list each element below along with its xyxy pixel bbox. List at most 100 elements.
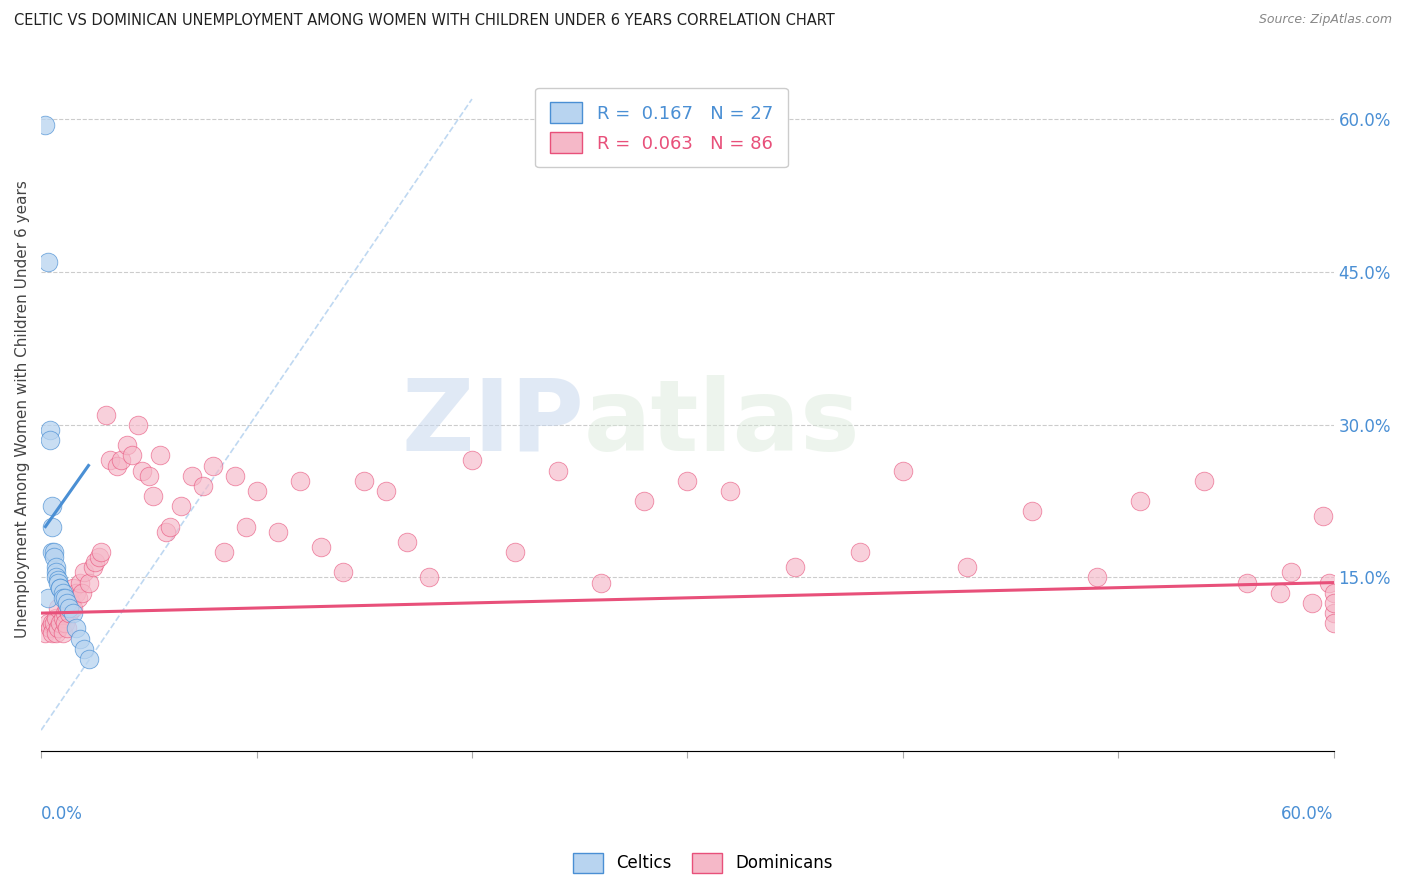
Point — [396, 534, 419, 549]
Point — [503, 545, 526, 559]
Point — [69, 575, 91, 590]
Point — [53, 616, 76, 631]
Point — [720, 483, 742, 498]
Point — [52, 591, 75, 605]
Point — [138, 468, 160, 483]
Point — [224, 468, 246, 483]
Point — [42, 616, 65, 631]
Point — [37, 591, 59, 605]
Point — [1279, 566, 1302, 580]
Point — [89, 550, 111, 565]
Point — [46, 601, 69, 615]
Point — [98, 453, 121, 467]
Point — [38, 621, 60, 635]
Point — [149, 448, 172, 462]
Point — [58, 591, 80, 605]
Legend: Celtics, Dominicans: Celtics, Dominicans — [567, 847, 839, 880]
Point — [105, 458, 128, 473]
Point — [591, 575, 613, 590]
Point — [45, 611, 67, 625]
Point — [461, 453, 484, 467]
Point — [131, 464, 153, 478]
Text: Source: ZipAtlas.com: Source: ZipAtlas.com — [1258, 13, 1392, 27]
Point — [159, 519, 181, 533]
Point — [191, 479, 214, 493]
Text: atlas: atlas — [583, 375, 860, 472]
Point — [374, 483, 396, 498]
Point — [142, 489, 165, 503]
Point — [77, 575, 100, 590]
Point — [1268, 586, 1291, 600]
Point — [38, 423, 60, 437]
Point — [45, 566, 67, 580]
Point — [34, 626, 56, 640]
Point — [49, 581, 72, 595]
Point — [245, 483, 267, 498]
Point — [235, 519, 257, 533]
Point — [41, 500, 63, 514]
Point — [956, 560, 979, 574]
Point — [45, 560, 67, 574]
Point — [94, 408, 117, 422]
Point — [62, 581, 84, 595]
Point — [42, 545, 65, 559]
Point — [58, 606, 80, 620]
Point — [62, 601, 84, 615]
Point — [121, 448, 143, 462]
Point — [84, 555, 107, 569]
Point — [1323, 616, 1346, 631]
Point — [267, 524, 290, 539]
Point — [66, 591, 89, 605]
Point — [69, 632, 91, 646]
Point — [309, 540, 332, 554]
Point — [676, 474, 699, 488]
Point — [1317, 575, 1340, 590]
Text: 60.0%: 60.0% — [1281, 805, 1334, 823]
Point — [1323, 606, 1346, 620]
Point — [65, 586, 87, 600]
Point — [53, 606, 76, 620]
Point — [82, 560, 104, 574]
Point — [288, 474, 311, 488]
Point — [180, 468, 202, 483]
Point — [53, 591, 76, 605]
Point — [1312, 509, 1334, 524]
Point — [52, 611, 75, 625]
Point — [70, 586, 93, 600]
Point — [1323, 596, 1346, 610]
Point — [45, 570, 67, 584]
Point — [58, 601, 80, 615]
Point — [60, 596, 83, 610]
Point — [56, 621, 79, 635]
Point — [353, 474, 375, 488]
Point — [38, 433, 60, 447]
Point — [73, 566, 96, 580]
Point — [783, 560, 806, 574]
Point — [332, 566, 354, 580]
Point — [110, 453, 132, 467]
Point — [46, 621, 69, 635]
Point — [547, 464, 569, 478]
Point — [37, 616, 59, 631]
Text: ZIP: ZIP — [401, 375, 583, 472]
Y-axis label: Unemployment Among Women with Children Under 6 years: Unemployment Among Women with Children U… — [15, 180, 30, 639]
Point — [56, 596, 79, 610]
Point — [1323, 586, 1346, 600]
Point — [170, 500, 193, 514]
Point — [52, 626, 75, 640]
Legend: R =  0.167   N = 27, R =  0.063   N = 86: R = 0.167 N = 27, R = 0.063 N = 86 — [536, 87, 787, 168]
Text: CELTIC VS DOMINICAN UNEMPLOYMENT AMONG WOMEN WITH CHILDREN UNDER 6 YEARS CORRELA: CELTIC VS DOMINICAN UNEMPLOYMENT AMONG W… — [14, 13, 835, 29]
Point — [77, 652, 100, 666]
Point — [848, 545, 870, 559]
Point — [34, 118, 56, 132]
Point — [49, 616, 72, 631]
Point — [65, 621, 87, 635]
Point — [127, 417, 149, 432]
Point — [52, 586, 75, 600]
Point — [46, 573, 69, 587]
Point — [212, 545, 235, 559]
Point — [41, 519, 63, 533]
Point — [1301, 596, 1323, 610]
Point — [418, 570, 440, 584]
Point — [1236, 575, 1258, 590]
